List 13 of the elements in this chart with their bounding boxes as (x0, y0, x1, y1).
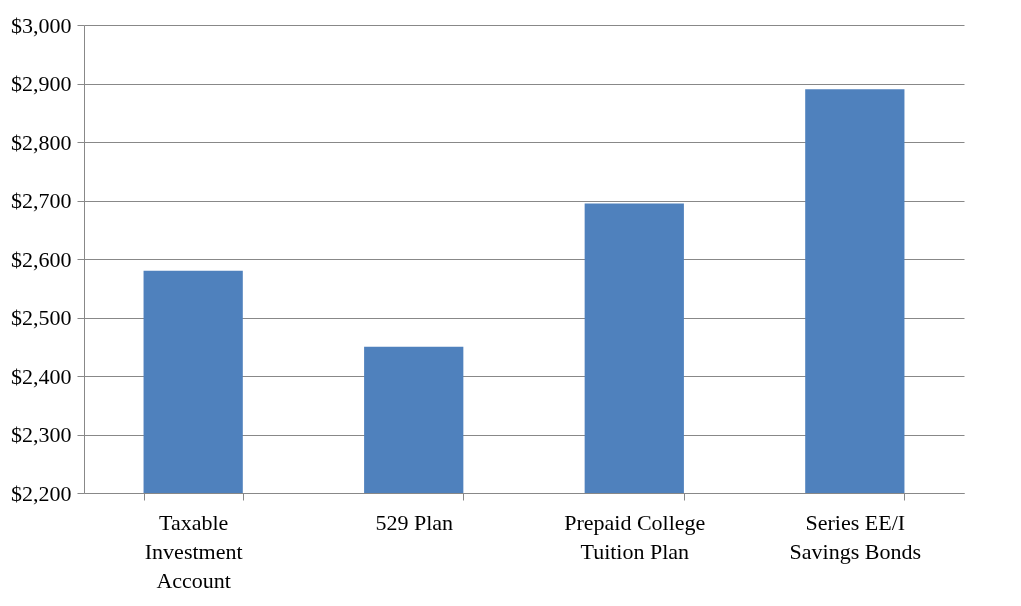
y-tick-label: $2,400 (11, 363, 72, 389)
x-tick-label: Taxable Investment Account (144, 509, 243, 593)
y-tick-label: $3,000 (11, 12, 72, 38)
y-tick-label: $2,700 (11, 188, 72, 213)
y-tick-label: $2,500 (11, 305, 72, 330)
y-tick-label: $2,900 (11, 71, 72, 96)
y-tick-label: $2,800 (11, 129, 72, 155)
x-tick-label: 529 Plan (375, 509, 454, 535)
x-tick-label: Prepaid College Tuition Plan (564, 509, 706, 564)
y-tick-label: $2,300 (11, 422, 72, 447)
y-tick-label: $2,200 (11, 480, 72, 506)
x-tick-label: Series EE/I Savings Bonds (789, 509, 922, 564)
y-tick-label: $2,600 (11, 246, 72, 272)
